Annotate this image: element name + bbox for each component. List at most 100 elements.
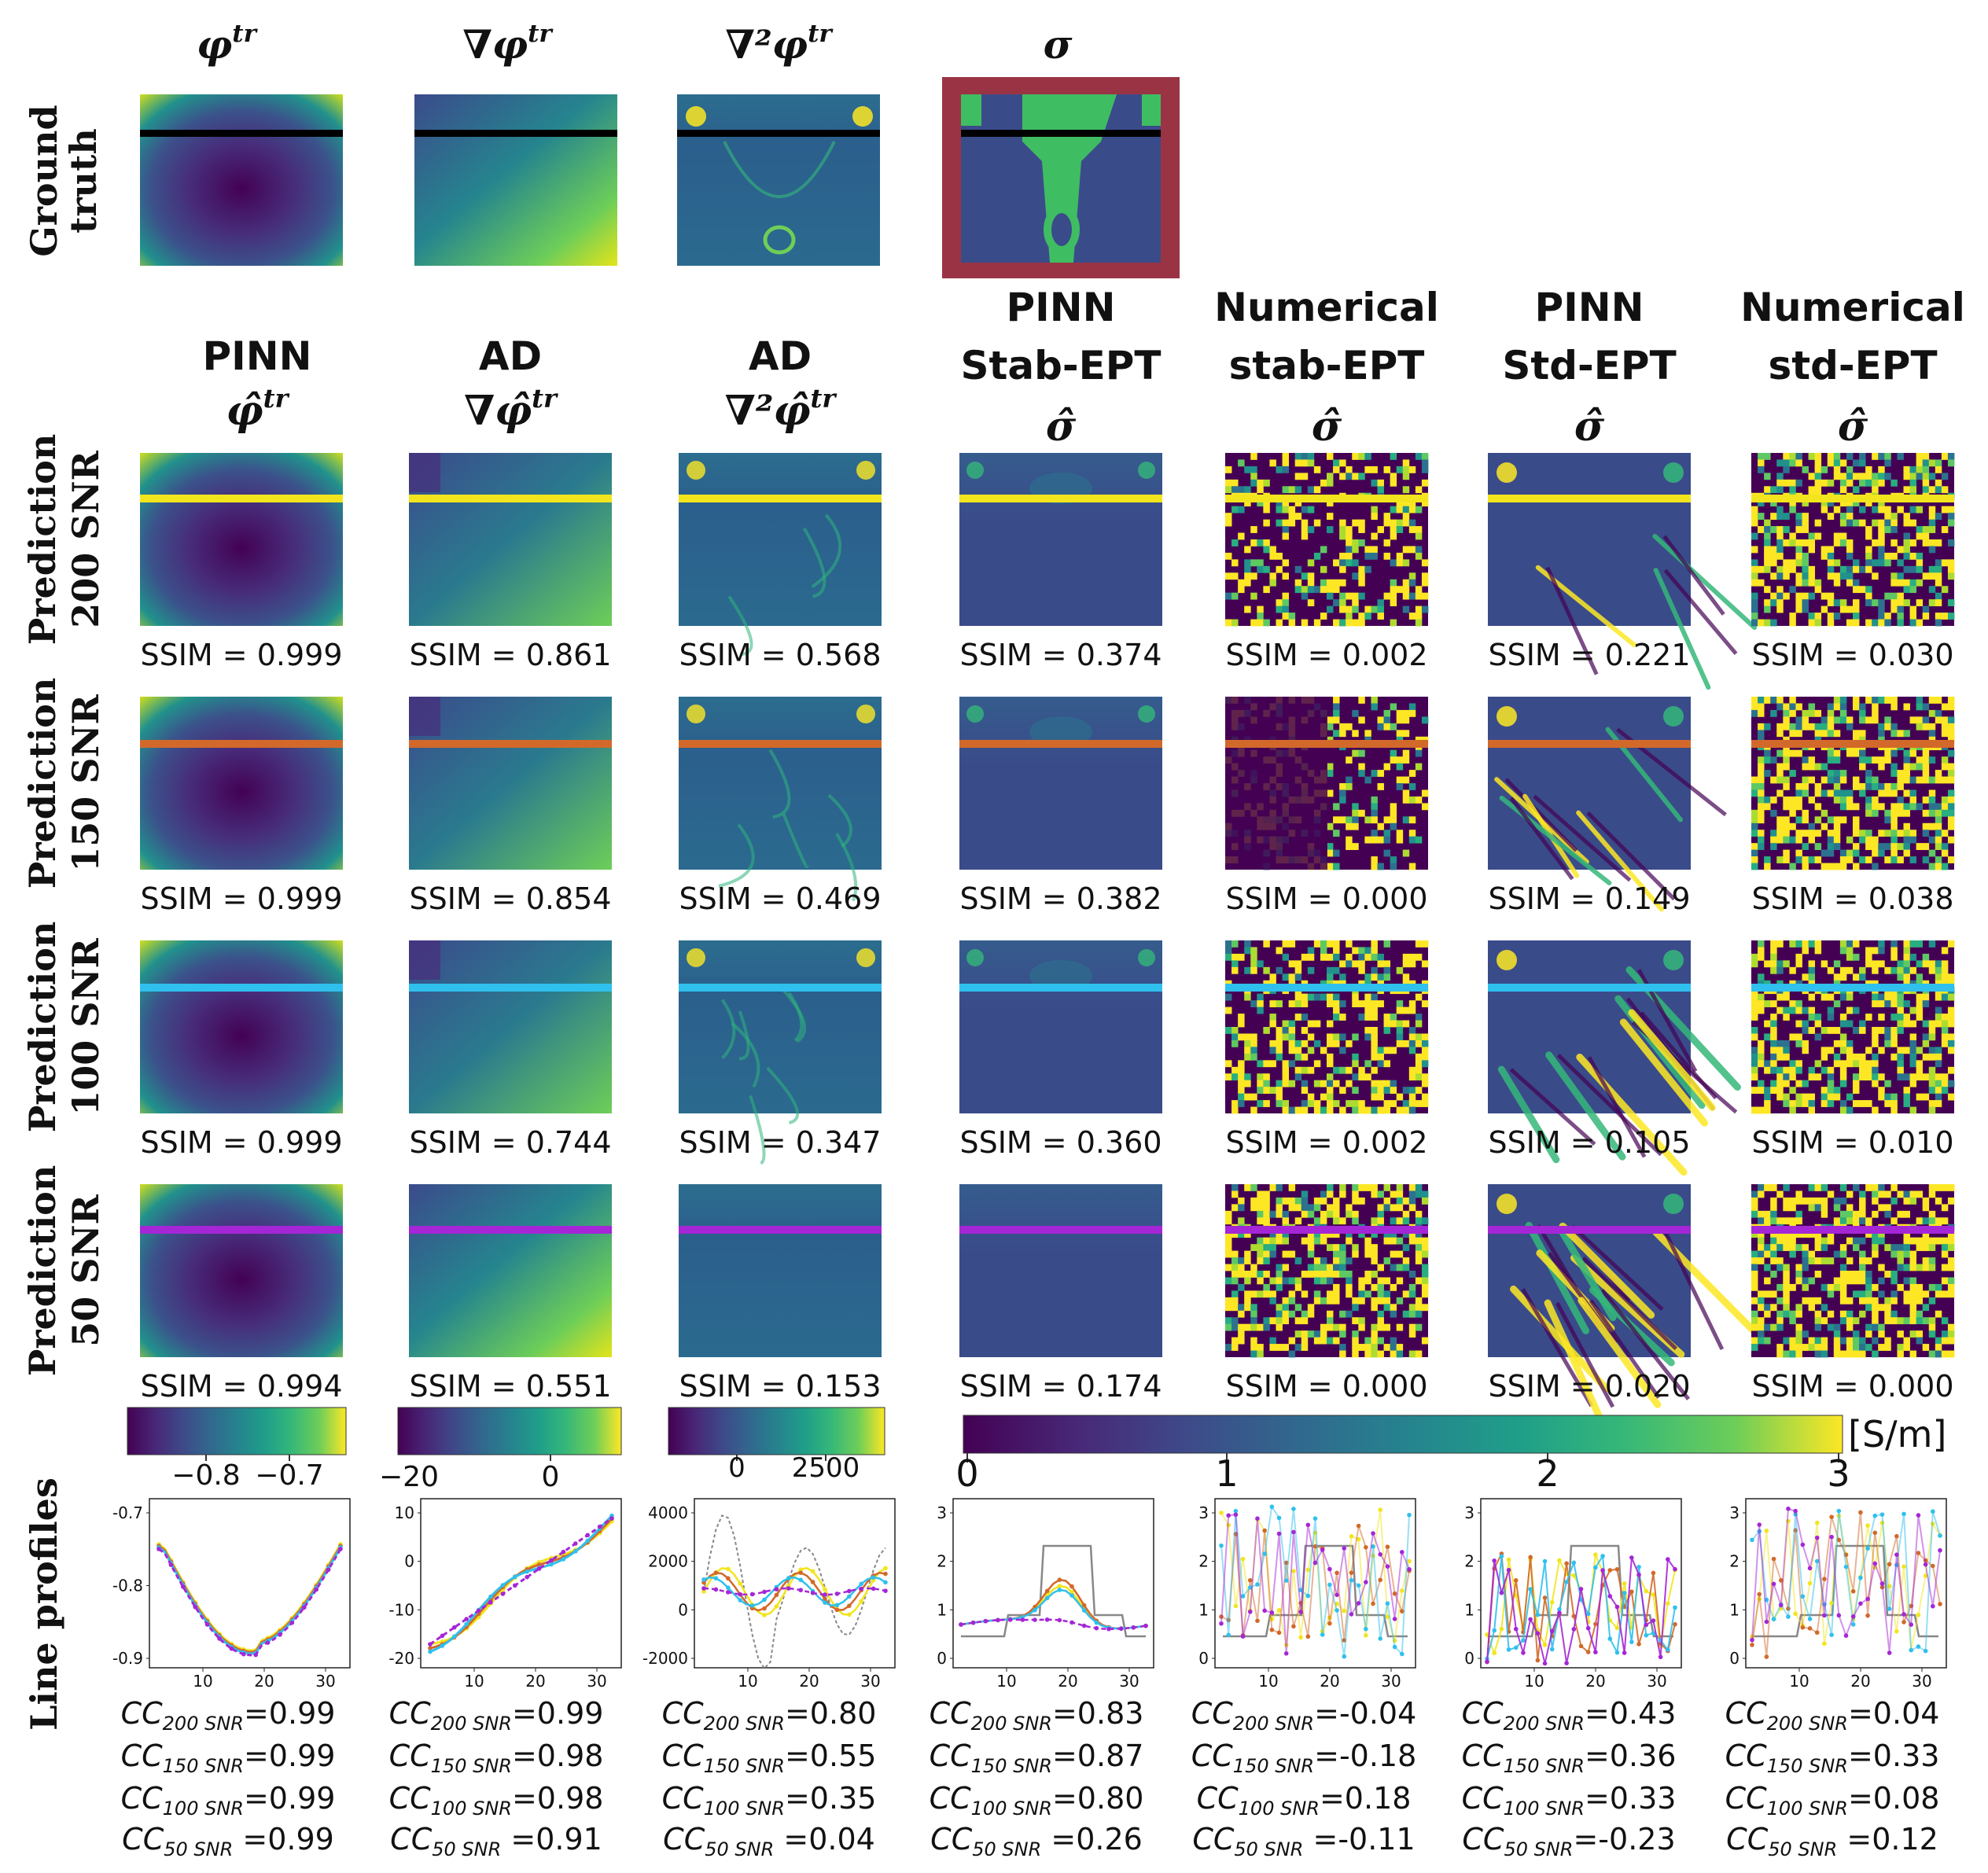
noise-pixel — [1364, 1277, 1371, 1285]
noise-pixel — [1301, 1014, 1309, 1021]
noise-pixel — [1408, 519, 1416, 527]
noise-pixel — [1327, 973, 1334, 981]
row-label: 50 SNR — [64, 1194, 107, 1346]
noise-pixel — [1814, 1020, 1822, 1028]
profile-point — [1269, 1610, 1275, 1615]
noise-pixel — [1301, 1317, 1309, 1325]
noise-pixel — [1346, 619, 1353, 627]
noise-pixel — [1415, 592, 1423, 600]
profile-point — [1764, 1619, 1769, 1625]
noise-pixel — [1320, 479, 1327, 487]
profile-point — [1757, 1591, 1762, 1597]
noise-pixel — [1320, 1257, 1327, 1264]
noise-pixel — [1859, 1217, 1866, 1225]
noise-pixel — [1814, 1060, 1822, 1068]
profile-point — [1364, 1544, 1368, 1550]
noise-pixel — [1878, 1000, 1885, 1008]
noise-pixel — [1396, 1204, 1404, 1212]
profile-point — [428, 1649, 433, 1654]
noise-pixel — [1833, 1060, 1841, 1068]
noise-pixel — [1833, 843, 1841, 851]
noise-pixel — [1364, 1106, 1371, 1114]
noise-pixel — [1947, 697, 1955, 704]
profile-point — [1593, 1650, 1598, 1654]
noise-pixel — [1903, 486, 1910, 494]
noise-pixel — [1301, 1344, 1309, 1351]
noise-pixel — [1808, 1250, 1816, 1258]
plot-frame-1 — [420, 1498, 622, 1669]
noise-pixel — [1352, 1317, 1359, 1325]
noise-pixel — [1916, 1317, 1924, 1325]
noise-pixel — [1307, 1033, 1315, 1041]
noise-pixel — [1383, 539, 1391, 546]
gt-row-label: truth — [62, 128, 105, 234]
profile-point — [217, 1636, 222, 1641]
noise-pixel — [1890, 703, 1898, 711]
noise-pixel — [1903, 953, 1910, 961]
noise-pixel — [1947, 789, 1955, 797]
noise-pixel — [1231, 1184, 1239, 1191]
noise-pixel — [1294, 459, 1302, 467]
noise-pixel — [1421, 1040, 1429, 1047]
profile-point — [1298, 1610, 1303, 1614]
noise-pixel — [1789, 1350, 1796, 1358]
std-artifact — [1576, 1053, 1688, 1176]
plot-ytick: 4000 — [648, 1503, 688, 1522]
noise-pixel — [1358, 473, 1365, 480]
noise-pixel — [1820, 499, 1828, 507]
profile-groundtruth — [961, 1544, 1146, 1638]
noise-pixel — [1327, 1277, 1334, 1285]
profile-point — [1673, 1566, 1677, 1572]
plot-xtick: 20 — [799, 1672, 819, 1691]
noise-pixel — [1758, 1244, 1765, 1252]
noise-pixel — [1320, 1106, 1327, 1114]
noise-pixel — [1783, 960, 1790, 968]
noise-pixel — [1935, 1350, 1942, 1358]
noise-pixel — [1770, 1323, 1777, 1331]
noise-pixel — [1827, 836, 1835, 844]
noise-pixel — [1770, 572, 1777, 580]
sig-hotspot — [1138, 705, 1155, 723]
profile-line-r2 — [1751, 984, 1954, 992]
noise-pixel — [1872, 572, 1879, 580]
noise-pixel — [1383, 1290, 1391, 1298]
noise-pixel — [1770, 1040, 1777, 1047]
profile-point — [1764, 1654, 1769, 1659]
gt-profile-line — [140, 130, 343, 137]
noise-pixel — [1269, 1184, 1276, 1191]
noise-pixel — [1408, 1350, 1416, 1358]
noise-pixel — [1928, 1020, 1936, 1028]
noise-pixel — [1827, 1190, 1835, 1198]
noise-pixel — [1751, 856, 1758, 863]
noise-pixel — [1250, 1264, 1257, 1271]
noise-pixel — [1364, 465, 1371, 473]
noise-pixel — [1415, 1257, 1423, 1264]
noise-pixel — [1947, 506, 1955, 513]
std-artifact — [1521, 1288, 1593, 1408]
noise-pixel — [1941, 960, 1949, 968]
noise-pixel — [1903, 1297, 1910, 1304]
noise-pixel — [1853, 843, 1860, 851]
noise-pixel — [1935, 1053, 1942, 1061]
profile-point — [1894, 1533, 1899, 1539]
profile-point — [871, 1586, 876, 1591]
noise-pixel — [1276, 1093, 1283, 1101]
profile-point — [713, 1576, 719, 1580]
noise-pixel — [1402, 513, 1410, 521]
noise-pixel — [1333, 1204, 1340, 1212]
noise-pixel — [1878, 1304, 1885, 1312]
noise-pixel — [1872, 1184, 1879, 1191]
noise-pixel — [1878, 843, 1885, 851]
noise-pixel — [1789, 863, 1796, 870]
profile-point — [181, 1584, 186, 1589]
noise-pixel — [1764, 1264, 1771, 1271]
profile-point — [1673, 1605, 1677, 1610]
noise-pixel — [1352, 1073, 1359, 1081]
colorbar-tick: −20 — [379, 1461, 439, 1493]
noise-pixel — [1802, 756, 1809, 764]
noise-pixel — [1853, 1271, 1860, 1278]
noise-pixel — [1294, 473, 1302, 480]
noise-pixel — [1827, 1283, 1835, 1291]
noise-pixel — [1408, 526, 1416, 533]
noise-pixel — [1346, 816, 1353, 824]
